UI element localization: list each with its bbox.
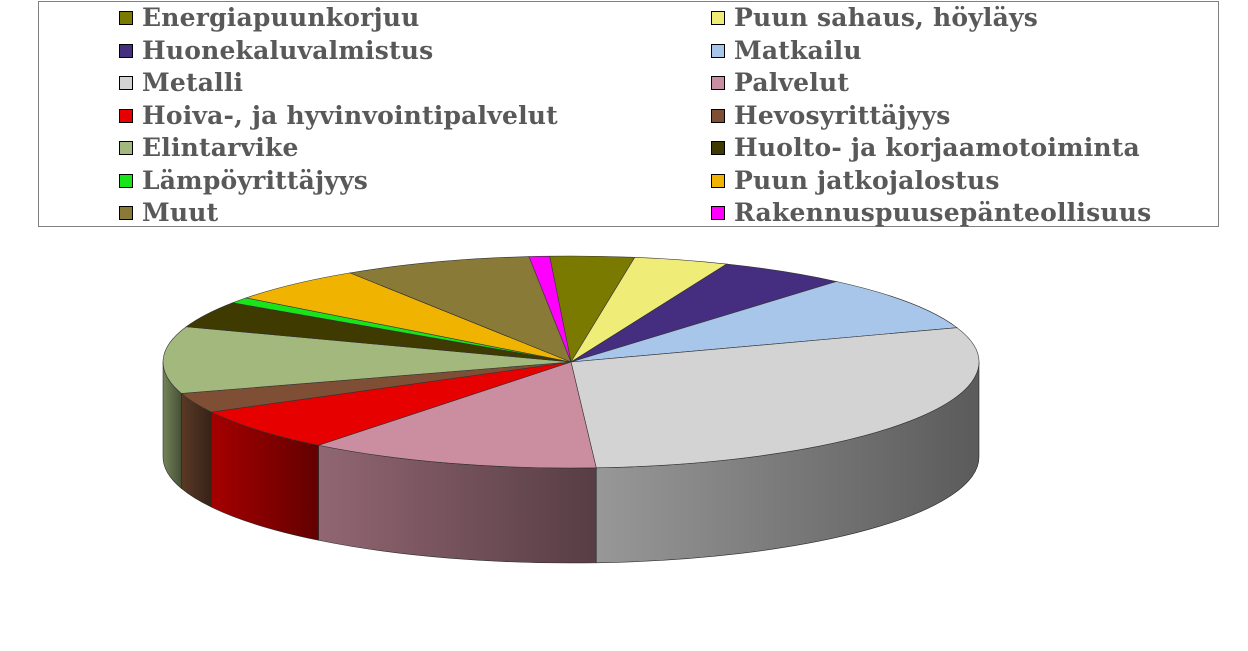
legend-swatch	[119, 43, 133, 58]
legend-item: Elintarvike	[119, 132, 558, 165]
legend-label: Matkailu	[734, 35, 862, 65]
legend-left-column: Energiapuunkorjuu Huonekaluvalmistus Met…	[119, 2, 558, 230]
pie-slice	[528, 255, 572, 363]
pie-slice-side-shading	[596, 362, 980, 563]
legend-label: Palvelut	[734, 68, 850, 98]
legend-label: Hevosyrittäjyys	[734, 100, 951, 130]
legend-item: Puun jatkojalostus	[711, 165, 1151, 198]
pie-slice	[570, 327, 980, 469]
legend-swatch	[711, 173, 725, 188]
legend-swatch	[119, 76, 133, 91]
legend-label: Elintarvike	[142, 133, 299, 163]
legend-item: Huonekaluvalmistus	[119, 35, 558, 68]
legend-swatch	[711, 206, 725, 221]
legend-item: Huolto- ja korjaamotoiminta	[711, 132, 1151, 165]
legend-item: Metalli	[119, 67, 558, 100]
pie-slice	[570, 281, 958, 363]
legend-swatch	[119, 173, 133, 188]
legend-item: Puun sahaus, höyläys	[711, 2, 1151, 35]
legend-swatch	[119, 141, 133, 156]
pie-slice-side-shading	[211, 412, 319, 541]
pie-top-face	[162, 255, 980, 469]
legend-label: Metalli	[142, 68, 244, 98]
legend-swatch	[119, 11, 133, 26]
legend-right-column: Puun sahaus, höyläys Matkailu Palvelut H…	[711, 2, 1151, 230]
legend-label: Lämpöyrittäjyys	[142, 165, 369, 195]
legend-item: Hoiva-, ja hyvinvointipalvelut	[119, 100, 558, 133]
legend-label: Energiapuunkorjuu	[142, 3, 420, 33]
pie-slice-side-shading	[163, 362, 182, 489]
pie-slice-side-shading	[181, 393, 212, 508]
legend-swatch	[119, 108, 133, 123]
legend-item: Rakennuspuusepänteollisuus	[711, 197, 1151, 230]
pie-slice	[162, 326, 572, 394]
pie-slice	[317, 361, 597, 469]
chart-legend: Energiapuunkorjuu Huonekaluvalmistus Met…	[38, 1, 1219, 227]
pie-slice	[348, 256, 572, 363]
legend-item: Hevosyrittäjyys	[711, 100, 1151, 133]
legend-label: Puun sahaus, höyläys	[734, 3, 1039, 33]
legend-swatch	[711, 43, 725, 58]
pie-side-walls	[162, 361, 980, 564]
pie-slice	[244, 272, 572, 363]
legend-label: Hoiva-, ja hyvinvointipalvelut	[142, 100, 558, 130]
legend-swatch	[711, 108, 725, 123]
legend-label: Rakennuspuusepänteollisuus	[734, 198, 1152, 228]
legend-item: Matkailu	[711, 35, 1151, 68]
legend-item: Muut	[119, 197, 558, 230]
legend-item: Energiapuunkorjuu	[119, 2, 558, 35]
legend-label: Huonekaluvalmistus	[142, 35, 434, 65]
pie-slice-side-shading	[318, 445, 597, 563]
legend-swatch	[711, 141, 725, 156]
legend-swatch	[711, 76, 725, 91]
legend-item: Lämpöyrittäjyys	[119, 165, 558, 198]
legend-label: Puun jatkojalostus	[734, 165, 1000, 195]
pie-slice	[210, 361, 572, 446]
legend-swatch	[119, 206, 133, 221]
legend-label: Huolto- ja korjaamotoiminta	[734, 133, 1140, 163]
legend-label: Muut	[142, 198, 219, 228]
legend-swatch	[711, 11, 725, 26]
legend-item: Palvelut	[711, 67, 1151, 100]
